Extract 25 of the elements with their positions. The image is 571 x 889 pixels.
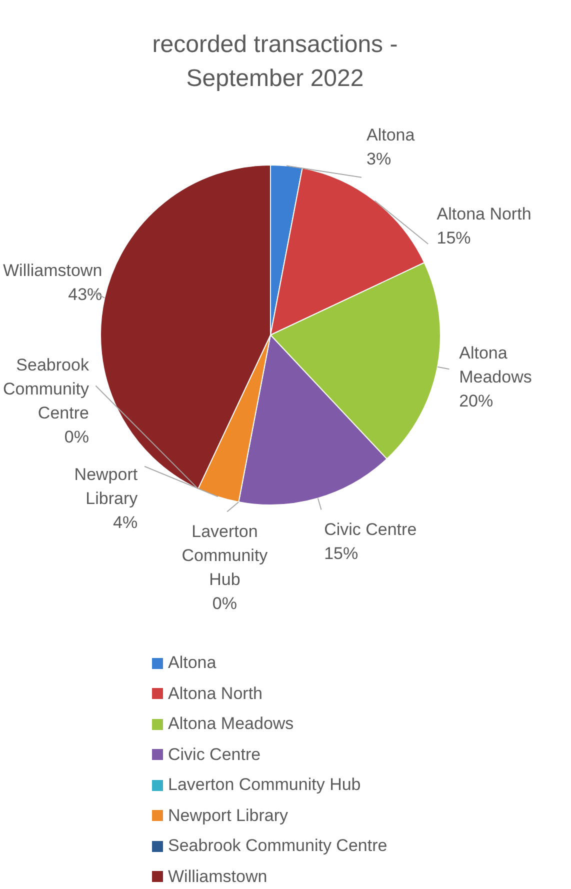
data-label: 15%: [436, 228, 471, 248]
slice-label: Altona North: [436, 204, 532, 224]
slice-label: Altona: [366, 126, 416, 145]
slice-label: Altona Meadows: [459, 343, 532, 386]
legend-label: Altona: [168, 653, 216, 674]
text: 0%: [212, 594, 237, 613]
category-label: Laverton Community Hub: [182, 522, 268, 589]
legend-label: Altona Meadows: [168, 714, 294, 734]
slice-label: Williamstown: [2, 261, 102, 280]
data-label: 4%: [113, 513, 138, 532]
slice-label: Civic Centre: [324, 520, 417, 540]
data-label: 3%: [366, 150, 392, 169]
legend-label: Williamstown: [168, 866, 268, 887]
legend-label: Seabrook Community Centre: [168, 836, 388, 856]
chart-title: recorded transactions - September 2022: [151, 30, 399, 94]
legend-label: Laverton Community Hub: [168, 775, 361, 796]
data-label: 43%: [68, 285, 102, 304]
slice-label: Newport Library: [74, 465, 138, 508]
legend-label: Newport Library: [168, 806, 288, 826]
category-label: Seabrook Community Centre: [2, 356, 89, 423]
text: 0%: [64, 428, 89, 447]
legend-label: Civic Centre: [168, 744, 261, 765]
data-label: 20%: [459, 391, 494, 410]
legend-label: Altona North: [168, 684, 262, 704]
data-label: 15%: [324, 544, 358, 564]
